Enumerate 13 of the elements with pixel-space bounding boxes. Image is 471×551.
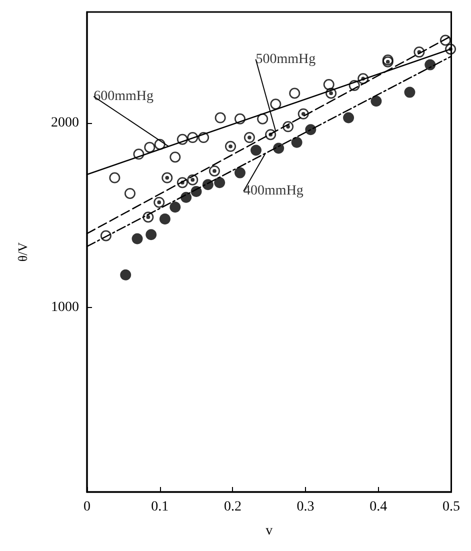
y-axis-title: θ/V <box>15 242 30 262</box>
x-tick-label: 0.1 <box>151 500 169 514</box>
x-tick-label: 0.4 <box>370 500 388 514</box>
x-tick-label: 0 <box>84 500 90 514</box>
x-tick-label: 0.3 <box>296 500 314 514</box>
y-tick-label: 1000 <box>51 300 79 315</box>
annotation: 500mmHg <box>256 52 316 67</box>
x-axis-title: v <box>266 524 273 538</box>
annotation: 600mmHg <box>94 88 154 104</box>
y-tick-label: 2000 <box>51 115 79 130</box>
x-tick-label: 0.5 <box>442 500 460 514</box>
x-tick-label: 0.2 <box>224 500 242 514</box>
annotation: 400mmHg <box>244 184 304 199</box>
